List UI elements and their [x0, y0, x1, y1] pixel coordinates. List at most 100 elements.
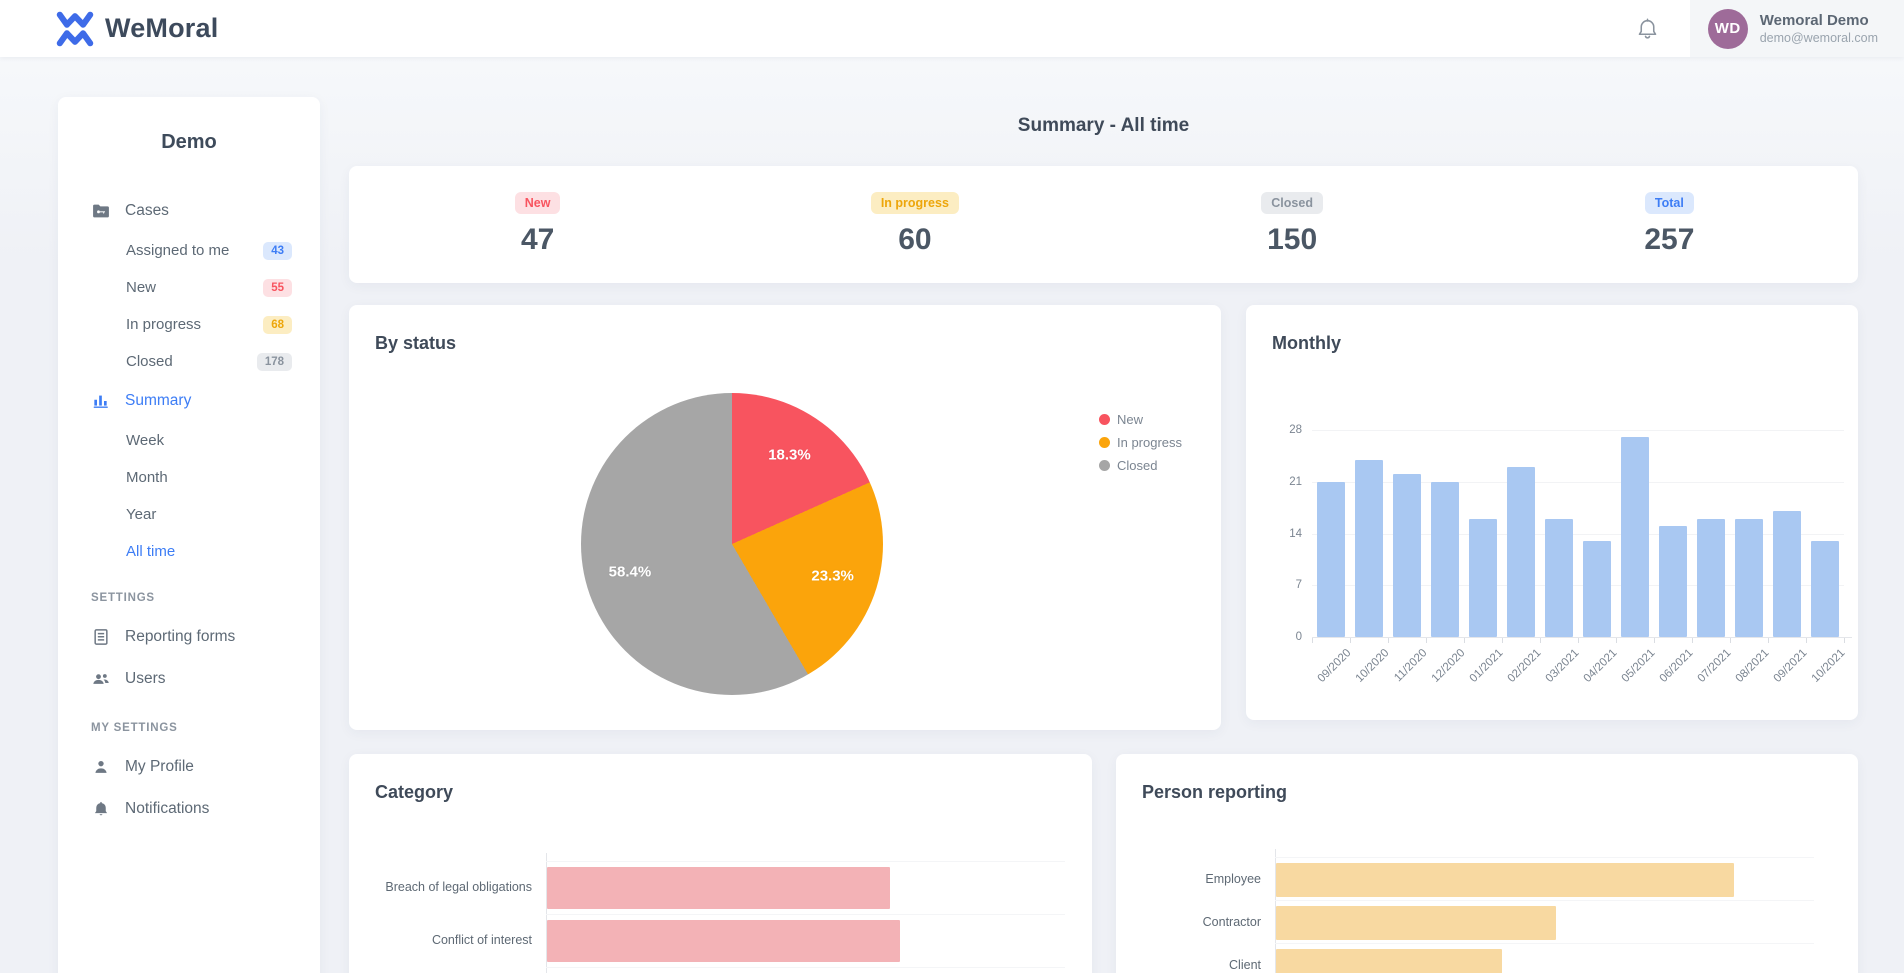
sidebar-item-new[interactable]: New 55: [58, 269, 320, 306]
stat-label-pill: Total: [1644, 192, 1694, 214]
monthly-bar-10/2021: [1811, 540, 1839, 637]
app-header: WeMoral WD Wemoral Demo demo@wemoral.com: [0, 0, 1904, 57]
monthly-bar-04/2021: [1583, 540, 1611, 637]
row-gridline: [1275, 900, 1814, 901]
sidebar-nav: Cases Assigned to me 43 New 55 In progress 68 C…: [58, 190, 320, 830]
stat-closed: Closed 150: [1104, 166, 1481, 283]
sidebar-item-label: Cases: [125, 202, 169, 219]
bar-employee: [1276, 863, 1735, 897]
axis-tickmark: [1692, 638, 1693, 643]
wemoral-logo-icon: [56, 10, 94, 48]
workspace-title: Demo: [161, 131, 217, 153]
axis-tickmark: [1388, 638, 1389, 643]
sidebar-item-notifications[interactable]: Notifications: [58, 788, 320, 830]
legend-item-closed[interactable]: Closed: [1099, 454, 1182, 477]
axis-tickmark: [1768, 638, 1769, 643]
sidebar-item-label: Assigned to me: [126, 242, 230, 259]
monthly-bar-05/2021: [1621, 437, 1649, 637]
stat-label-pill: New: [514, 192, 561, 214]
bar-label-client: Client: [1229, 958, 1261, 972]
sidebar-item-label: Notifications: [125, 800, 210, 817]
x-axis-line: [1312, 637, 1852, 638]
monthly-bar-07/2021: [1697, 518, 1725, 637]
stat-value: 257: [1644, 223, 1695, 256]
monthly-bar-02/2021: [1507, 466, 1535, 637]
gridline: [1312, 533, 1844, 535]
sidebar-item-label: Users: [125, 670, 166, 687]
legend-dot: [1099, 414, 1110, 425]
sidebar-item-label: Week: [126, 432, 165, 449]
sidebar-item-label: In progress: [126, 316, 202, 333]
axis-tickmark: [1730, 638, 1731, 643]
sidebar-item-summary[interactable]: Summary: [58, 380, 320, 422]
user-menu[interactable]: WD Wemoral Demo demo@wemoral.com: [1689, 0, 1904, 57]
legend-label: New: [1117, 412, 1144, 427]
y-axis-tick-label: 0: [1295, 631, 1302, 643]
sidebar-item-reporting-forms[interactable]: Reporting forms: [58, 616, 320, 658]
sidebar-item-cases[interactable]: Cases: [58, 190, 320, 232]
sidebar-item-month[interactable]: Month: [58, 459, 320, 496]
axis-tickmark: [1806, 638, 1807, 643]
bell-icon[interactable]: [1635, 16, 1660, 41]
axis-tickmark: [1540, 638, 1541, 643]
y-axis-tick-label: 21: [1289, 475, 1302, 488]
sidebar-item-year[interactable]: Year: [58, 496, 320, 533]
bar-client: [1276, 949, 1503, 973]
pie-slice-label: 23.3%: [811, 567, 854, 585]
bar-label-employee: Employee: [1205, 872, 1261, 886]
legend-item-in-progress[interactable]: In progress: [1099, 431, 1182, 454]
stat-label-pill: In progress: [870, 192, 959, 214]
pie-slice-label: 18.3%: [768, 446, 811, 464]
pie-slice-label: 58.4%: [608, 563, 652, 581]
pie-legend: New In progress Closed: [1099, 408, 1182, 477]
sidebar-item-in-progress[interactable]: In progress 68: [58, 306, 320, 343]
monthly-title: Monthly: [1272, 333, 1341, 353]
axis-tickmark: [1654, 638, 1655, 643]
monthly-bar-11/2020: [1393, 474, 1421, 637]
monthly-bar-03/2021: [1545, 518, 1573, 637]
gridline: [1312, 481, 1844, 483]
monthly-bar-06/2021: [1659, 526, 1687, 637]
document-icon: [91, 627, 111, 647]
sidebar-item-my-profile[interactable]: My Profile: [58, 746, 320, 788]
row-gridline: [1275, 943, 1814, 944]
legend-item-new[interactable]: New: [1099, 408, 1182, 431]
sidebar-item-label: New: [126, 279, 157, 296]
person-icon: [91, 757, 111, 777]
sidebar-item-label: Reporting forms: [125, 628, 236, 645]
bar-conflict-of-interest: [547, 920, 900, 962]
bar-chart-icon: [91, 391, 111, 411]
y-axis-tick-label: 28: [1289, 424, 1302, 436]
sidebar-item-assigned-to-me[interactable]: Assigned to me 43: [58, 232, 320, 269]
legend-label: Closed: [1117, 458, 1158, 473]
gridline: [1312, 585, 1844, 587]
stat-total: Total 257: [1481, 166, 1858, 283]
axis-tickmark: [1426, 638, 1427, 643]
person-reporting-card: Person reporting Employee Contractor Clien…: [1116, 754, 1858, 973]
count-badge: 43: [263, 241, 292, 260]
sidebar-item-label: My Profile: [125, 758, 194, 775]
monthly-bar-12/2020: [1431, 481, 1459, 637]
row-gridline: [1275, 857, 1814, 858]
user-email: demo@wemoral.com: [1759, 31, 1878, 45]
by-status-title: By status: [375, 333, 457, 353]
category-axis-line: [546, 853, 547, 973]
monthly-card: Monthly 0 7 14 21 28 09/2020 10/2020 11/2020 12/…: [1246, 305, 1858, 720]
axis-tickmark: [1616, 638, 1617, 643]
brand-logo[interactable]: WeMoral: [56, 10, 218, 48]
count-badge: 55: [263, 278, 292, 297]
sidebar-item-week[interactable]: Week: [58, 422, 320, 459]
sidebar-heading-settings: SETTINGS: [91, 592, 155, 604]
sidebar-item-all-time[interactable]: All time: [58, 533, 320, 570]
user-name: Wemoral Demo: [1759, 12, 1869, 29]
axis-tickmark: [1312, 638, 1313, 643]
monthly-bar-01/2021: [1469, 518, 1497, 637]
row-gridline: [546, 861, 1065, 862]
sidebar-item-label: Month: [126, 469, 168, 486]
legend-label: In progress: [1117, 435, 1183, 450]
sidebar-item-users[interactable]: Users: [58, 658, 320, 700]
sidebar-item-label: All time: [126, 543, 176, 560]
sidebar-item-closed[interactable]: Closed 178: [58, 343, 320, 380]
count-badge: 178: [256, 352, 292, 371]
